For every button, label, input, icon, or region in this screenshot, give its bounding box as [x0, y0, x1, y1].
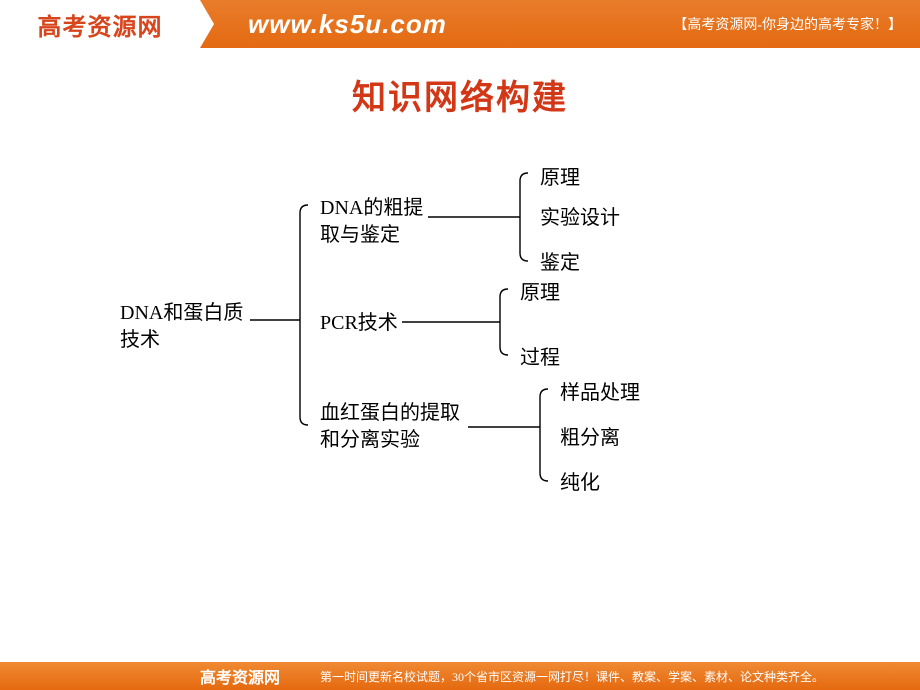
tree-node-l7: 粗分离 [560, 425, 620, 452]
site-header: 高考资源网 www.ks5u.com 【高考资源网-你身边的高考专家！】 [0, 0, 920, 48]
page-title: 知识网络构建 [0, 70, 920, 119]
tree-node-l3: 鉴定 [540, 250, 580, 277]
tree-node-l6: 样品处理 [560, 380, 640, 407]
tree-node-b3: 血红蛋白的提取 和分离实验 [320, 400, 460, 454]
footer-text: 第一时间更新名校试题，30个省市区资源一网打尽！课件、教案、学案、素材、论文种类… [280, 668, 824, 685]
site-url: www.ks5u.com [218, 9, 447, 40]
logo-text: 高考资源网 [0, 0, 200, 48]
site-footer: 高考资源网 第一时间更新名校试题，30个省市区资源一网打尽！课件、教案、学案、素… [0, 662, 920, 690]
tree-node-l8: 纯化 [560, 470, 600, 497]
tree-node-l5: 过程 [520, 345, 560, 372]
tree-node-l1: 原理 [540, 165, 580, 192]
tree-node-root: DNA和蛋白质 技术 [120, 300, 243, 354]
footer-logo: 高考资源网 [0, 664, 280, 688]
tree-node-l2: 实验设计 [540, 205, 620, 232]
tree-node-l4: 原理 [520, 280, 560, 307]
site-tagline: 【高考资源网-你身边的高考专家！】 [673, 14, 902, 34]
header-banner: www.ks5u.com 【高考资源网-你身边的高考专家！】 [200, 0, 920, 48]
tree-node-b2: PCR技术 [320, 310, 398, 337]
tree-node-b1: DNA的粗提 取与鉴定 [320, 195, 423, 249]
knowledge-tree-diagram: DNA和蛋白质 技术 DNA的粗提 取与鉴定 PCR技术血红蛋白的提取 和分离实验 原… [120, 155, 780, 535]
